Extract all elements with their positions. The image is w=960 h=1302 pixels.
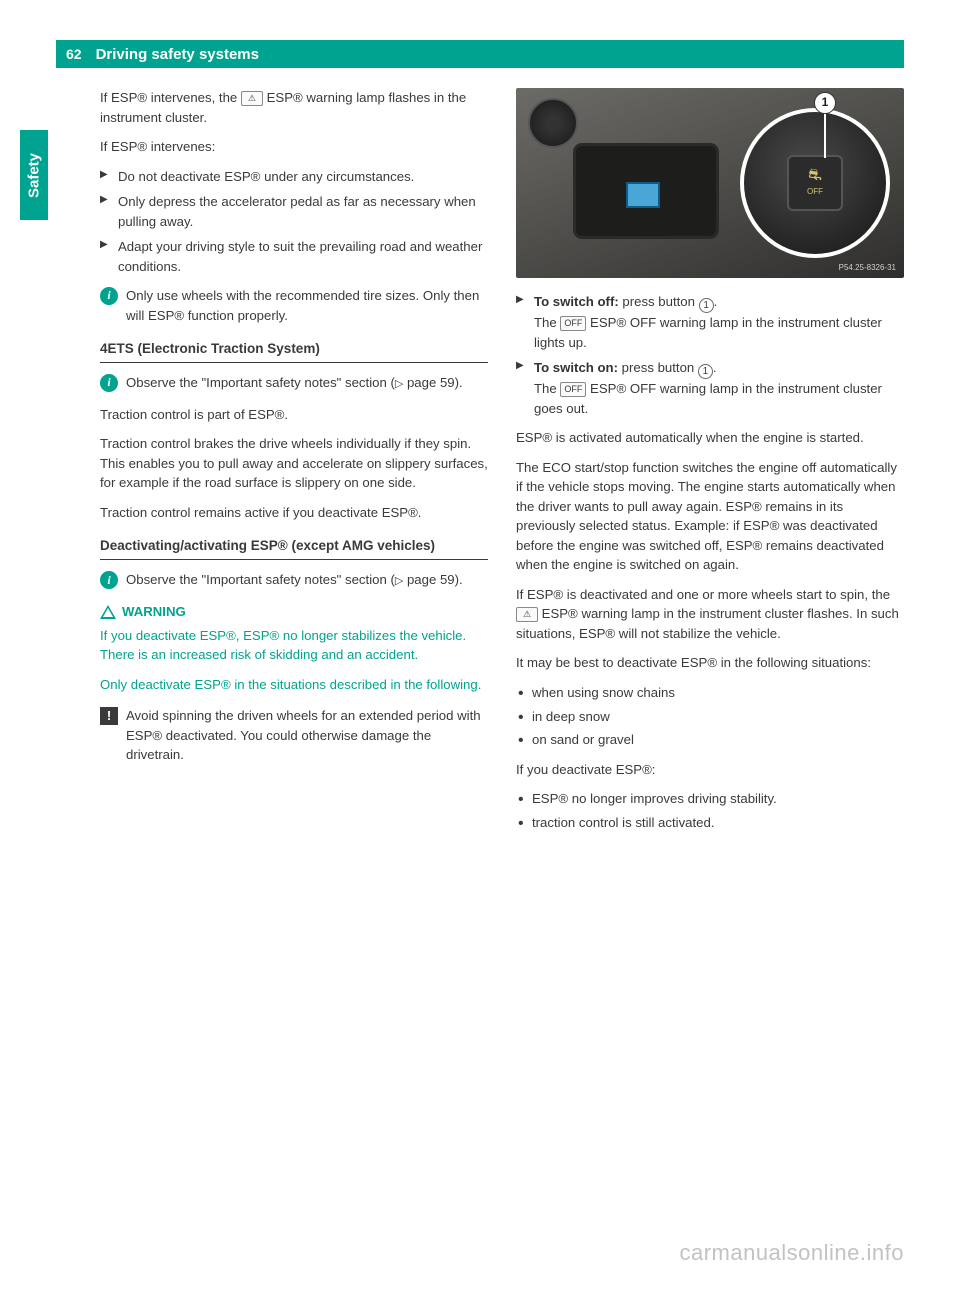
- button-label: OFF: [807, 186, 823, 198]
- section-heading: 4ETS (Electronic Traction System): [100, 339, 488, 363]
- watermark: carmanualsonline.info: [679, 1240, 904, 1266]
- list-item: Do not deactivate ESP® under any circums…: [100, 167, 488, 187]
- text: If ESP® intervenes, the: [100, 90, 241, 105]
- figure-console: [576, 146, 716, 236]
- caution-block: ! Avoid spinning the driven wheels for a…: [100, 706, 488, 765]
- text: Observe the "Important safety notes" sec…: [126, 572, 395, 587]
- text: The: [534, 315, 560, 330]
- page: 62 Driving safety systems If ESP® interv…: [0, 0, 960, 1302]
- para: If ESP® intervenes:: [100, 137, 488, 157]
- text: ESP® OFF warning lamp in the instrument …: [534, 381, 882, 416]
- esp-off-lamp-icon: OFF: [560, 316, 586, 331]
- warning-heading: WARNING: [100, 602, 488, 622]
- content-columns: If ESP® intervenes, the ⚠ ESP® warning l…: [100, 88, 904, 842]
- figure-vent: [528, 98, 578, 148]
- callout-ref-1: 1: [699, 298, 714, 313]
- para: If you deactivate ESP®:: [516, 760, 904, 780]
- bullet-list: when using snow chains in deep snow on s…: [516, 683, 904, 750]
- left-column: If ESP® intervenes, the ⚠ ESP® warning l…: [100, 88, 488, 842]
- para: ESP® is activated automatically when the…: [516, 428, 904, 448]
- text: .: [714, 294, 718, 309]
- info-icon: i: [100, 287, 118, 305]
- text: page 59).: [403, 572, 462, 587]
- list-item: on sand or gravel: [516, 730, 904, 750]
- para: Traction control is part of ESP®.: [100, 405, 488, 425]
- para: If ESP® intervenes, the ⚠ ESP® warning l…: [100, 88, 488, 127]
- chapter-title: Driving safety systems: [96, 46, 259, 63]
- figure-callout-line: [824, 114, 826, 158]
- right-column: 1 ⛐ OFF P54.25-8326-31 To switch off: pr…: [516, 88, 904, 842]
- info-text: Observe the "Important safety notes" sec…: [126, 570, 463, 590]
- text: press button: [619, 294, 699, 309]
- para: It may be best to deactivate ESP® in the…: [516, 653, 904, 673]
- info-text: Observe the "Important safety notes" sec…: [126, 373, 463, 393]
- list-item: To switch off: press button 1. The OFF E…: [516, 292, 904, 352]
- info-block: i Observe the "Important safety notes" s…: [100, 570, 488, 590]
- list-item: when using snow chains: [516, 683, 904, 703]
- para: The ECO start/stop function switches the…: [516, 458, 904, 575]
- list-item: in deep snow: [516, 707, 904, 727]
- warning-label: WARNING: [122, 602, 186, 622]
- para: If ESP® is deactivated and one or more w…: [516, 585, 904, 644]
- info-icon: i: [100, 374, 118, 392]
- warning-text: If you deactivate ESP®, ESP® no longer s…: [100, 626, 488, 665]
- info-block: i Observe the "Important safety notes" s…: [100, 373, 488, 393]
- figure-esp-button: 1 ⛐ OFF P54.25-8326-31: [516, 88, 904, 278]
- text: The: [534, 381, 560, 396]
- callout-ref-1: 1: [698, 364, 713, 379]
- esp-lamp-icon: ⚠: [516, 607, 538, 622]
- bullet-list: ESP® no longer improves driving stabilit…: [516, 789, 904, 832]
- header-bar: 62 Driving safety systems: [56, 40, 904, 68]
- text: ESP® warning lamp in the instrument clus…: [516, 606, 899, 641]
- list-item: Only depress the accelerator pedal as fa…: [100, 192, 488, 231]
- text: Observe the "Important safety notes" sec…: [126, 375, 395, 390]
- figure-code: P54.25-8326-31: [839, 262, 896, 274]
- info-icon: i: [100, 571, 118, 589]
- list-item: Adapt your driving style to suit the pre…: [100, 237, 488, 276]
- list-item: traction control is still activated.: [516, 813, 904, 833]
- bold-text: To switch off:: [534, 294, 619, 309]
- figure-callout-1: 1: [814, 92, 836, 114]
- text: If ESP® is deactivated and one or more w…: [516, 587, 890, 602]
- warning-block: WARNING If you deactivate ESP®, ESP® no …: [100, 602, 488, 694]
- section-heading: Deactivating/activating ESP® (except AMG…: [100, 536, 488, 560]
- info-block: i Only use wheels with the recommended t…: [100, 286, 488, 325]
- caution-icon: !: [100, 707, 118, 725]
- para: Traction control brakes the drive wheels…: [100, 434, 488, 493]
- info-text: Only use wheels with the recommended tir…: [126, 286, 488, 325]
- warning-text: Only deactivate ESP® in the situations d…: [100, 675, 488, 695]
- list-item: ESP® no longer improves driving stabilit…: [516, 789, 904, 809]
- warning-triangle-icon: [100, 605, 116, 619]
- action-list: To switch off: press button 1. The OFF E…: [516, 292, 904, 418]
- esp-off-button-icon: ⛐ OFF: [787, 155, 843, 211]
- bold-text: To switch on:: [534, 360, 618, 375]
- text: press button: [618, 360, 698, 375]
- text: ESP® OFF warning lamp in the instrument …: [534, 315, 882, 350]
- text: page 59).: [403, 375, 462, 390]
- text: .: [713, 360, 717, 375]
- car-skid-icon: ⛐: [808, 168, 822, 184]
- figure-zoom-circle: ⛐ OFF: [740, 108, 890, 258]
- page-number: 62: [66, 46, 82, 62]
- esp-lamp-icon: ⚠: [241, 91, 263, 106]
- para: Traction control remains active if you d…: [100, 503, 488, 523]
- caution-text: Avoid spinning the driven wheels for an …: [126, 706, 488, 765]
- action-list: Do not deactivate ESP® under any circums…: [100, 167, 488, 277]
- list-item: To switch on: press button 1. The OFF ES…: [516, 358, 904, 418]
- esp-off-lamp-icon: OFF: [560, 382, 586, 397]
